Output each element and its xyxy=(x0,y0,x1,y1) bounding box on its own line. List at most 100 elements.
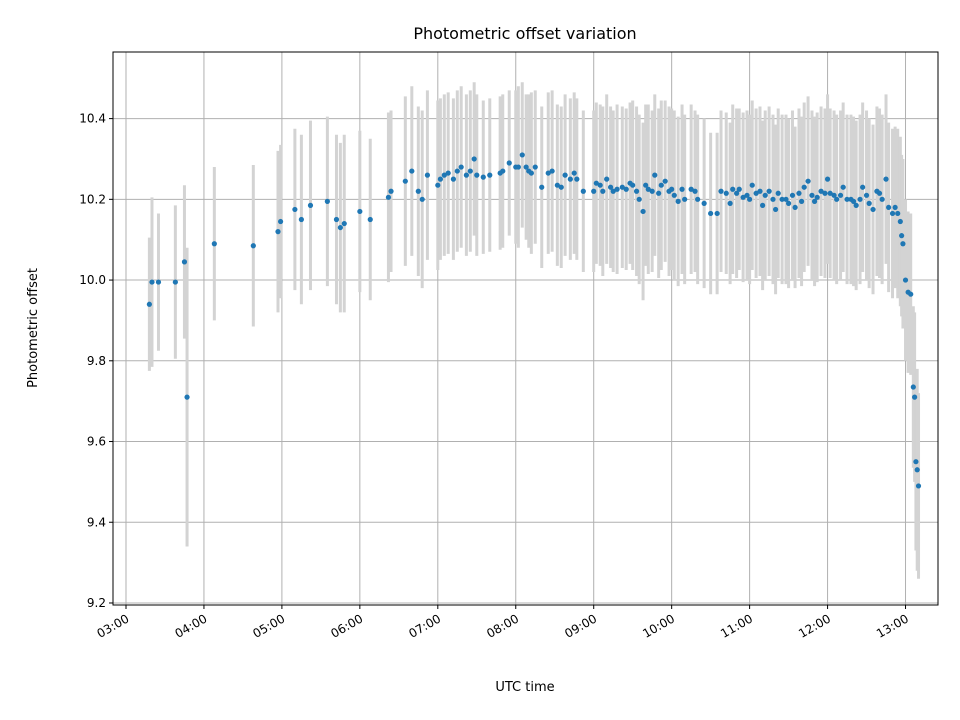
data-point xyxy=(487,172,493,178)
data-point xyxy=(636,196,642,202)
data-point xyxy=(172,279,178,285)
data-point xyxy=(652,172,658,178)
data-point xyxy=(831,192,837,198)
data-point xyxy=(714,210,720,217)
data-point xyxy=(876,190,883,196)
data-point xyxy=(760,202,766,208)
data-point xyxy=(619,184,625,190)
data-point xyxy=(789,192,796,198)
data-point xyxy=(736,186,742,192)
data-point xyxy=(915,483,922,489)
data-point xyxy=(402,178,408,184)
data-point xyxy=(723,190,729,196)
data-point xyxy=(805,178,811,184)
data-point xyxy=(388,188,394,194)
data-point xyxy=(866,200,872,206)
data-point xyxy=(779,196,785,202)
x-tick-label: 04:00 xyxy=(172,611,209,640)
x-tick-label: 03:00 xyxy=(95,611,132,640)
data-point xyxy=(908,291,914,297)
x-tick-label: 07:00 xyxy=(406,611,443,640)
data-point xyxy=(792,204,798,211)
x-tick-label: 09:00 xyxy=(562,611,599,640)
data-point xyxy=(614,186,620,192)
data-point xyxy=(333,216,340,223)
data-point xyxy=(827,190,833,196)
data-point xyxy=(532,164,538,170)
data-point xyxy=(766,188,772,194)
x-tick-label: 12:00 xyxy=(796,611,833,640)
y-tick-label: 9.4 xyxy=(87,515,106,529)
data-point xyxy=(506,160,512,166)
data-point xyxy=(822,190,828,196)
data-point xyxy=(796,190,802,196)
data-point xyxy=(574,176,580,182)
error-bars xyxy=(147,82,921,579)
x-tick-label: 13:00 xyxy=(874,611,911,640)
data-points xyxy=(146,152,922,489)
data-point xyxy=(840,184,846,190)
data-point xyxy=(814,194,820,200)
data-point xyxy=(211,241,217,247)
data-point xyxy=(591,188,597,194)
data-point xyxy=(610,188,616,194)
data-point xyxy=(458,164,464,170)
data-point xyxy=(250,243,256,249)
data-point xyxy=(762,192,768,198)
data-point xyxy=(640,208,646,215)
y-tick-label: 9.8 xyxy=(87,354,106,368)
data-point xyxy=(757,188,763,194)
y-tick-label: 10.0 xyxy=(79,273,106,287)
data-point xyxy=(770,196,776,202)
data-point xyxy=(523,164,529,170)
data-point xyxy=(688,186,694,192)
data-point xyxy=(900,241,906,247)
data-point xyxy=(809,192,815,198)
data-point xyxy=(913,459,919,465)
data-point xyxy=(474,172,480,178)
data-point xyxy=(860,184,866,190)
data-point xyxy=(441,172,447,178)
data-point xyxy=(656,190,662,196)
data-point xyxy=(633,188,640,194)
data-point xyxy=(558,184,564,190)
data-point xyxy=(580,188,586,194)
data-point xyxy=(669,186,675,192)
data-point xyxy=(870,206,876,213)
data-point xyxy=(886,204,892,211)
data-point xyxy=(298,216,304,223)
data-point xyxy=(149,279,155,285)
data-point xyxy=(567,176,573,182)
data-point xyxy=(445,170,451,176)
data-point xyxy=(897,218,903,225)
data-point xyxy=(749,182,755,188)
data-point xyxy=(324,198,330,204)
data-point xyxy=(892,204,898,211)
data-point xyxy=(734,190,740,196)
data-point xyxy=(450,176,456,182)
y-tick-label: 9.6 xyxy=(87,435,106,449)
x-axis-ticks: 03:00 04:00 05:00 06:00 07:00 08:00 09:00 10:00… xyxy=(95,605,911,641)
data-point xyxy=(607,184,614,190)
data-point xyxy=(357,208,363,215)
data-point xyxy=(500,168,506,174)
x-tick-label: 06:00 xyxy=(328,611,365,640)
data-point xyxy=(679,186,685,192)
data-point xyxy=(562,172,568,178)
data-point xyxy=(630,182,636,188)
data-point xyxy=(740,194,746,200)
data-point xyxy=(783,196,789,202)
data-point xyxy=(912,394,918,400)
data-point xyxy=(155,279,162,285)
data-point xyxy=(818,188,824,194)
data-point xyxy=(744,192,750,198)
data-point xyxy=(471,156,477,162)
data-point xyxy=(824,176,831,182)
data-point xyxy=(184,394,190,400)
data-point xyxy=(772,206,779,213)
data-point xyxy=(554,182,560,188)
data-point xyxy=(649,188,655,194)
data-point xyxy=(519,152,525,158)
chart-title: Photometric offset variation xyxy=(413,24,636,43)
x-axis-label: UTC time xyxy=(495,680,554,695)
